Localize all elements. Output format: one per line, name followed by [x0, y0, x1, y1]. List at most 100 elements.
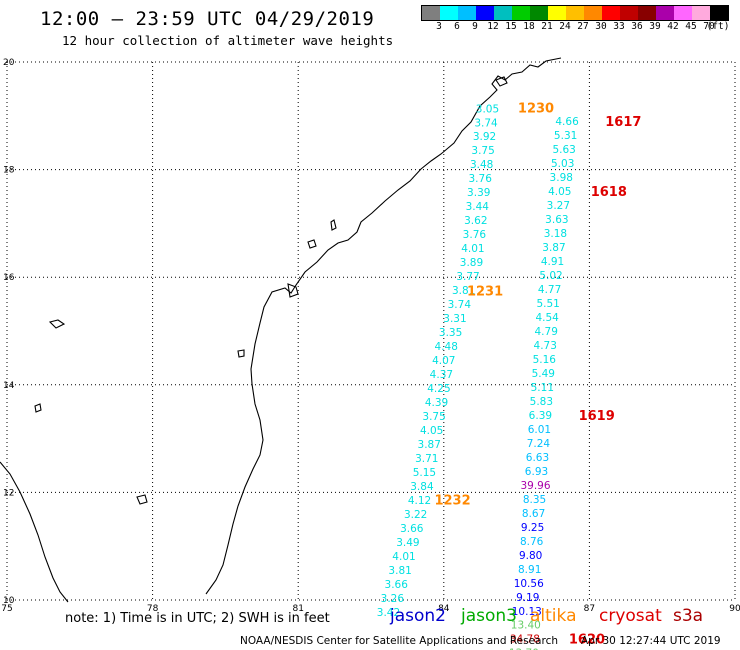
- swh-label: 4.91: [541, 256, 564, 268]
- swh-label: 3.81: [388, 565, 411, 577]
- x-tick-label: 84: [438, 604, 450, 614]
- colorbar-labels: 3 6 9 12 15 18 21 24 27 30 33 36 39 42 45 70 (ft): [421, 21, 733, 33]
- swh-label: 4.07: [432, 355, 455, 367]
- colorbar-label: 70: [703, 21, 715, 32]
- swh-label: 3.87: [542, 242, 565, 254]
- units-note: note: 1) Time is in UTC; 2) SWH is in fe…: [65, 611, 330, 626]
- swh-label: 4.01: [461, 243, 484, 255]
- swh-label: 3.48: [470, 159, 493, 171]
- coastline-path: [136, 494, 148, 505]
- swh-label: 3.75: [422, 411, 445, 423]
- colorbar-label: 27: [577, 21, 589, 32]
- swh-label: 3.71: [415, 453, 438, 465]
- colorbar-swatch: [422, 6, 440, 20]
- swh-label: 4.39: [425, 397, 448, 409]
- swh-label: 3.75: [471, 145, 494, 157]
- swh-label: 5.02: [539, 270, 562, 282]
- swh-label: 9.19: [516, 592, 539, 604]
- x-tick-label: 81: [292, 604, 303, 614]
- pass-time-labels: 1230 1231 1232 1617 1618 1619 1620: [434, 102, 641, 648]
- swh-label: 4.25: [427, 383, 450, 395]
- pass-time-label: 1231: [467, 285, 503, 300]
- swh-label: 3.49: [396, 537, 419, 549]
- swh-label: 3.89: [460, 257, 483, 269]
- coastline-path: [287, 283, 299, 298]
- swh-label: 3.18: [544, 228, 567, 240]
- swh-label: 34.78: [510, 634, 540, 646]
- swh-label: 10.13: [512, 606, 542, 618]
- colorbar-label: 12: [487, 21, 499, 32]
- colorbar-label: 36: [631, 21, 643, 32]
- footer-timestamp: Apr 30 12:27:44 UTC 2019: [581, 635, 721, 647]
- pass-time-label: 1618: [591, 185, 627, 200]
- swh-label: 5.03: [551, 158, 574, 170]
- swh-label: 3.44: [466, 201, 490, 213]
- y-tick-label: 18: [3, 166, 15, 176]
- swh-label: 3.26: [381, 593, 405, 605]
- swh-label: 3.92: [473, 131, 496, 143]
- swh-label: 3.63: [545, 214, 568, 226]
- colorbar-label: 21: [541, 21, 553, 32]
- coastline-path: [307, 239, 317, 249]
- colorbar-swatch: [458, 6, 476, 20]
- colorbar-swatch: [566, 6, 584, 20]
- pass-time-label: 1617: [605, 115, 641, 130]
- colorbar-swatch: [476, 6, 494, 20]
- colorbar-label: 33: [613, 21, 625, 32]
- swh-label: 3.77: [456, 271, 479, 283]
- swh-label: 13.40: [511, 620, 541, 632]
- grid-lines: [6, 61, 736, 601]
- colorbar-label: 15: [505, 21, 517, 32]
- swh-label: 3.87: [418, 439, 441, 451]
- colorbar-swatch: [440, 6, 458, 20]
- swh-label: 5.15: [413, 467, 436, 479]
- colorbar-label: 9: [472, 21, 478, 32]
- pass-time-label: 1232: [434, 493, 470, 508]
- swh-label: 3.76: [469, 173, 493, 185]
- swh-label: 9.25: [521, 522, 544, 534]
- swh-tracks: 3.05 3.74 3.92 3.75 3.48 3.76 3.39 3.44 3.62 3.76…: [377, 103, 579, 650]
- swh-label: 6.63: [526, 452, 549, 464]
- y-tick-label: 12: [3, 488, 14, 498]
- swh-label: 6.39: [529, 410, 552, 422]
- swh-label: 3.42: [377, 607, 400, 619]
- pass-time-label: 1620: [569, 633, 605, 648]
- colorbar-label: 45: [685, 21, 697, 32]
- swh-label: 5.49: [532, 368, 555, 380]
- swh-label: 3.27: [547, 200, 570, 212]
- colorbar-swatch: [584, 6, 602, 20]
- swh-label: 8.76: [520, 536, 544, 548]
- swh-label: 4.73: [534, 340, 557, 352]
- swh-label: 5.51: [536, 298, 559, 310]
- coastline-path: [330, 219, 337, 231]
- axis-ticks: 75 78 81 84 87 90 20 18 16 14 12 10: [1, 58, 740, 614]
- swh-label: 13.70: [509, 648, 539, 650]
- swh-label: 5.31: [554, 130, 577, 142]
- colorbar-swatch: [494, 6, 512, 20]
- swh-label: 8.67: [522, 508, 545, 520]
- map-subtitle: 12 hour collection of altimeter wave hei…: [62, 33, 394, 48]
- swh-label: 39.96: [520, 480, 550, 492]
- swh-label: 8.35: [523, 494, 546, 506]
- colorbar-swatch: [620, 6, 638, 20]
- swh-label: 5.83: [530, 396, 553, 408]
- legend-s3a: s3a: [673, 606, 704, 626]
- colorbar-label: 6: [454, 21, 460, 32]
- swh-label: 7.24: [527, 438, 551, 450]
- coastline-path: [237, 349, 245, 358]
- pass-time-label: 1619: [579, 409, 615, 424]
- legend-jason2: jason2: [390, 606, 446, 626]
- swh-label: 4.05: [548, 186, 571, 198]
- swh-label: 4.66: [555, 116, 579, 128]
- y-tick-label: 16: [3, 273, 15, 283]
- footer-credit: NOAA/NESDIS Center for Satellite Applica…: [240, 635, 558, 647]
- coastline: [0, 57, 562, 603]
- swh-label: 3.66: [400, 523, 424, 535]
- swh-label: 4.12: [408, 495, 431, 507]
- x-tick-label: 90: [729, 604, 740, 614]
- legend-cryosat: cryosat: [599, 606, 662, 626]
- swh-label: 4.37: [430, 369, 453, 381]
- colorbar-label: 30: [595, 21, 607, 32]
- swh-label: 3.74: [474, 117, 498, 129]
